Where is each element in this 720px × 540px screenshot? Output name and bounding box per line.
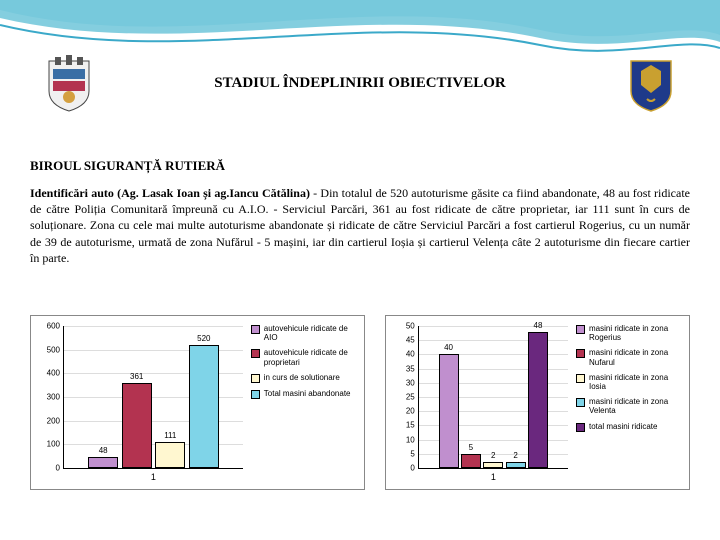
y-tick: 500 xyxy=(36,345,60,354)
legend-label: Total masini abandonate xyxy=(264,389,351,398)
chart-right-legend: masini ridicate in zona Rogerius masini r… xyxy=(570,320,685,485)
chart-left-plot: 1 010020030040050060048361111520 xyxy=(63,326,243,469)
grid-line xyxy=(64,326,243,327)
y-tick: 25 xyxy=(391,393,415,402)
y-tick: 35 xyxy=(391,364,415,373)
legend-item: masini ridicate in zona Iosia xyxy=(576,373,683,391)
bar-label: 520 xyxy=(189,334,219,343)
y-tick: 400 xyxy=(36,369,60,378)
legend-swatch xyxy=(251,325,260,334)
bar xyxy=(155,442,185,468)
bar-label: 48 xyxy=(88,446,118,455)
y-tick: 10 xyxy=(391,435,415,444)
legend-label: masini ridicate in zona Nufarul xyxy=(589,348,683,366)
legend-item: in curs de solutionare xyxy=(251,373,358,383)
legend-swatch xyxy=(576,374,585,383)
y-tick: 100 xyxy=(36,440,60,449)
bar-label: 40 xyxy=(434,343,464,352)
legend-swatch xyxy=(576,423,585,432)
bar xyxy=(528,332,548,468)
charts-row: 1 010020030040050060048361111520 autoveh… xyxy=(30,315,690,490)
legend-label: masini ridicate in zona Rogerius xyxy=(589,324,683,342)
header-swirl xyxy=(0,0,720,70)
legend-item: autovehicule ridicate de AIO xyxy=(251,324,358,342)
bar-label: 111 xyxy=(155,431,185,440)
body-lead: Identificări auto (Ag. Lasak Ioan și ag.… xyxy=(30,186,310,200)
legend-label: autovehicule ridicate de proprietari xyxy=(264,348,358,366)
bar-label: 48 xyxy=(523,321,553,330)
bar-label: 361 xyxy=(122,372,152,381)
legend-item: masini ridicate in zona Velenta xyxy=(576,397,683,415)
crest-right xyxy=(627,55,675,113)
bar-label: 2 xyxy=(501,451,531,460)
y-tick: 300 xyxy=(36,393,60,402)
legend-swatch xyxy=(576,398,585,407)
legend-swatch xyxy=(251,390,260,399)
y-tick: 15 xyxy=(391,421,415,430)
chart-right-xlabel: 1 xyxy=(491,472,496,482)
y-tick: 45 xyxy=(391,336,415,345)
chart-right: 1 051015202530354045504052248 masini rid… xyxy=(385,315,690,490)
crest-left xyxy=(45,55,93,113)
page-title: STADIUL ÎNDEPLINIRII OBIECTIVELOR xyxy=(214,75,505,92)
y-tick: 600 xyxy=(36,322,60,331)
title-row: STADIUL ÎNDEPLINIRII OBIECTIVELOR xyxy=(0,75,720,92)
legend-item: masini ridicate in zona Rogerius xyxy=(576,324,683,342)
legend-label: autovehicule ridicate de AIO xyxy=(264,324,358,342)
y-tick: 200 xyxy=(36,416,60,425)
legend-item: masini ridicate in zona Nufarul xyxy=(576,348,683,366)
chart-right-plot: 1 051015202530354045504052248 xyxy=(418,326,568,469)
bar xyxy=(506,462,526,468)
legend-label: masini ridicate in zona Iosia xyxy=(589,373,683,391)
y-tick: 50 xyxy=(391,322,415,331)
chart-left: 1 0 100 200 300 400 500 600 48 361 111 520 autoveh… xyxy=(30,315,365,490)
legend-swatch xyxy=(251,349,260,358)
y-tick: 20 xyxy=(391,407,415,416)
legend-item: Total masini abandonate xyxy=(251,389,358,399)
legend-swatch xyxy=(251,374,260,383)
legend-item: autovehicule ridicate de proprietari xyxy=(251,348,358,366)
y-tick: 30 xyxy=(391,378,415,387)
body-text: Identificări auto (Ag. Lasak Ioan și ag.… xyxy=(30,185,690,266)
y-tick: 0 xyxy=(36,464,60,473)
legend-label: total masini ridicate xyxy=(589,422,657,431)
bar xyxy=(483,462,503,468)
section-subtitle: BIROUL SIGURANȚĂ RUTIERĂ xyxy=(30,158,225,174)
y-tick: 0 xyxy=(391,464,415,473)
legend-label: masini ridicate in zona Velenta xyxy=(589,397,683,415)
y-tick: 40 xyxy=(391,350,415,359)
legend-label: in curs de solutionare xyxy=(264,373,340,382)
legend-item: total masini ridicate xyxy=(576,422,683,432)
chart-left-xlabel: 1 xyxy=(151,472,156,482)
y-tick: 5 xyxy=(391,449,415,458)
legend-swatch xyxy=(576,349,585,358)
bar xyxy=(189,345,219,468)
chart-left-legend: autovehicule ridicate de AIO autovehicule… xyxy=(245,320,360,485)
bar xyxy=(88,457,118,468)
bar xyxy=(122,383,152,468)
legend-swatch xyxy=(576,325,585,334)
